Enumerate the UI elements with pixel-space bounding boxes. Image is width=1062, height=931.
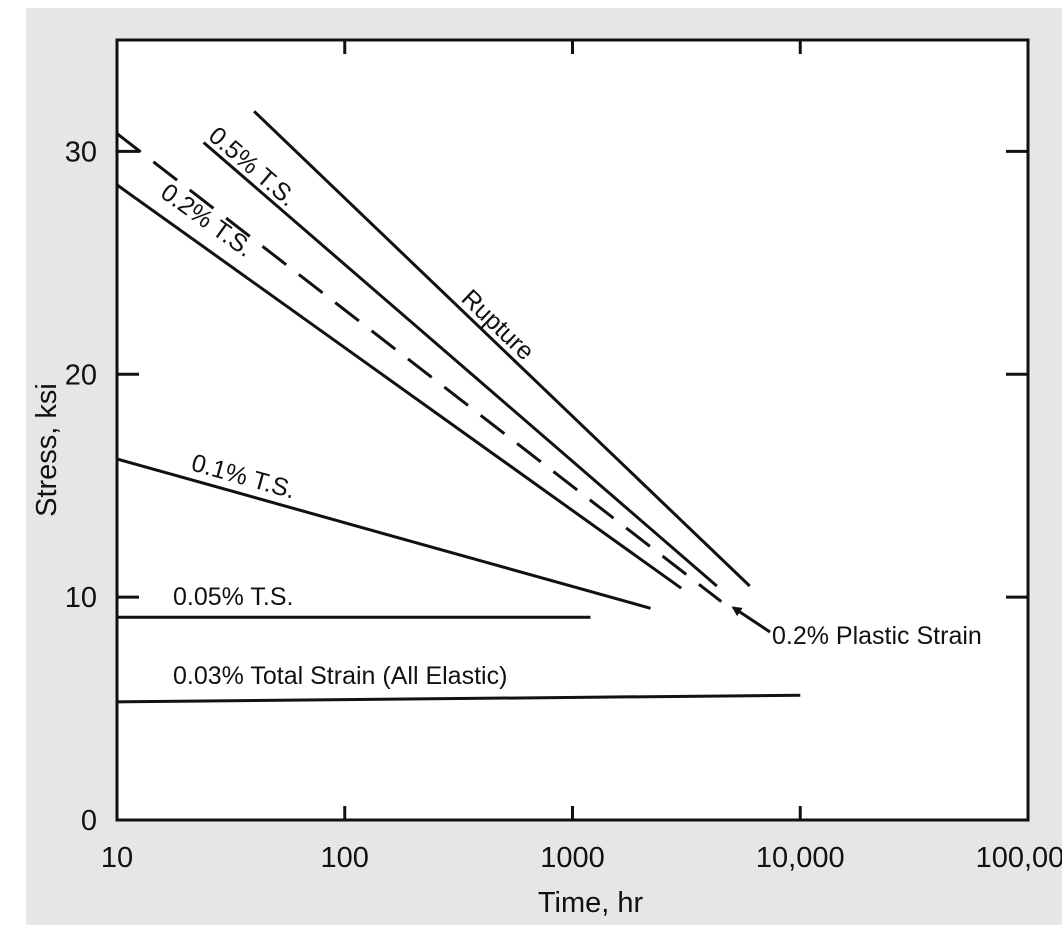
series-line-rupture [253,110,751,588]
series-label-0-03-total-strain-all-elastic: 0.03% Total Strain (All Elastic) [173,662,507,690]
x-axis-label: Time, hr [538,887,644,919]
axis-ticks [115,40,1030,820]
y-tick-label: 30 [65,136,97,168]
annotation-label-plastic-strain: 0.2% Plastic Strain [772,622,982,650]
series-line-0-2-plastic-strain [116,132,723,603]
series-label-0-05-t-s: 0.05% T.S. [173,583,293,611]
series-line-0-5-t-s [202,141,718,588]
series-line-0-2-t-s [116,183,683,590]
plot-area [115,38,1030,822]
y-tick-label: 20 [65,359,97,391]
x-tick-label: 100,000 [976,842,1062,874]
x-tick-label: 1000 [540,842,605,874]
x-tick-label: 10,000 [756,842,845,874]
y-tick-label: 0 [81,805,97,837]
y-tick-label: 10 [65,582,97,614]
x-tick-label: 100 [321,842,369,874]
x-tick-label: 10 [101,842,133,874]
y-axis-label: Stress, ksi [31,383,63,517]
annotation-arrow [731,606,771,634]
series-line-0-1-t-s [116,457,651,610]
series-line-0-03-total-strain-all-elastic [116,693,801,704]
data-series [116,110,801,704]
